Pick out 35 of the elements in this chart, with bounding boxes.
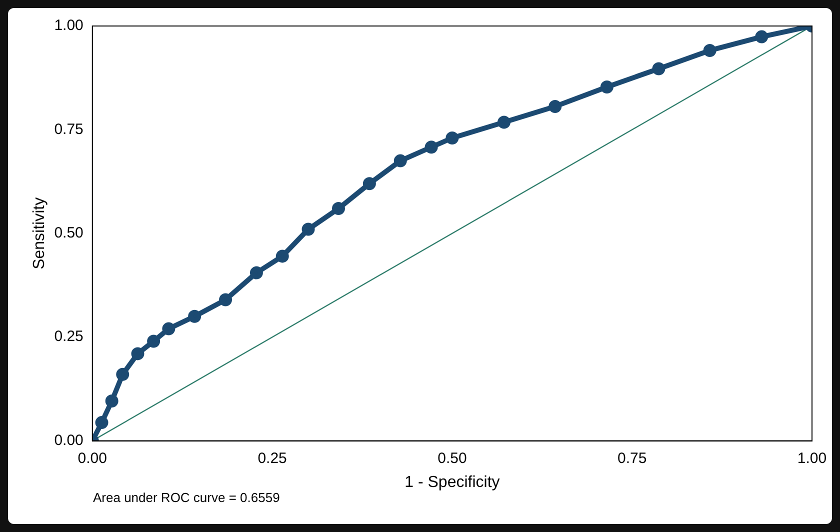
point (302, 222, 315, 236)
point (276, 250, 289, 263)
x-tick-label: 0.75 (617, 450, 647, 467)
point (188, 310, 202, 323)
point (362, 177, 376, 190)
y-tick-label: 0.75 (54, 120, 84, 138)
point (116, 368, 130, 381)
x-tick-label: 1.00 (797, 450, 827, 467)
point (548, 100, 562, 113)
point (250, 266, 263, 280)
point (105, 394, 118, 408)
x-tick-label: 0.50 (438, 450, 467, 467)
point (332, 202, 345, 216)
x-axis-title: 1 - Specificity (404, 474, 500, 491)
point (162, 322, 176, 336)
point (95, 416, 108, 430)
point (446, 131, 459, 144)
y-tick-label: 0.50 (54, 224, 84, 242)
x-tick-label: 0.00 (78, 450, 107, 467)
point (424, 140, 438, 154)
point (219, 293, 232, 306)
point (147, 334, 160, 348)
x-tick-label: 0.25 (258, 450, 287, 467)
point (498, 116, 511, 129)
point (394, 154, 407, 168)
y-tick-label: 1.00 (54, 17, 84, 34)
point (703, 44, 716, 57)
point (755, 30, 768, 44)
point (131, 347, 144, 360)
text: Area under ROC curve = 0.6559 (93, 490, 280, 505)
y-tick-label: 0.00 (54, 432, 84, 449)
point (600, 80, 614, 94)
y-axis-title: Sensitivity (31, 197, 48, 270)
point (652, 62, 666, 76)
y-tick-label: 0.25 (54, 328, 84, 346)
